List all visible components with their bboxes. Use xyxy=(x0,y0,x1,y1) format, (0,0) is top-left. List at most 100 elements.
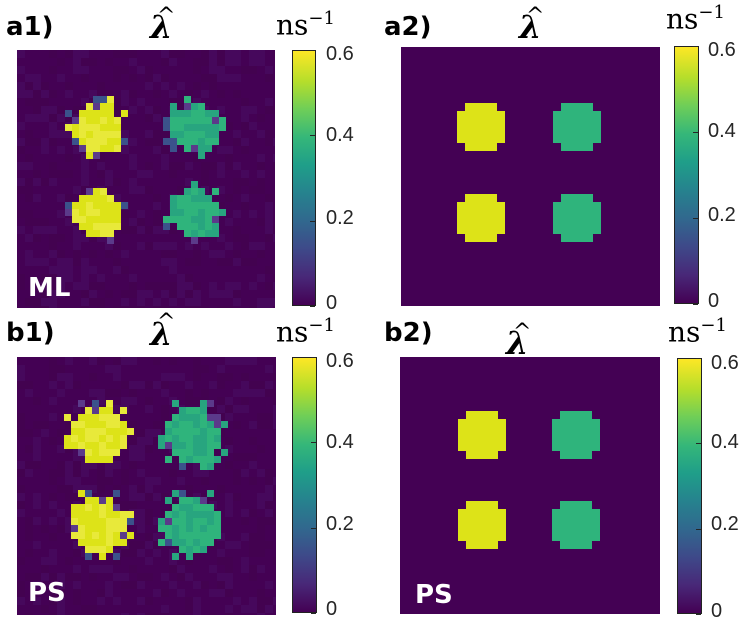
noise-pixel xyxy=(97,90,105,98)
disc-pixel xyxy=(200,414,207,421)
disc-pixel xyxy=(214,456,221,463)
disc-pixel xyxy=(114,202,121,209)
noise-pixel xyxy=(73,541,81,549)
disc-pixel xyxy=(179,546,186,553)
colorbar-tickmark xyxy=(310,220,315,222)
noise-pixel xyxy=(89,573,97,581)
disc-pixel xyxy=(184,131,191,138)
noise-pixel xyxy=(73,477,81,485)
panel-title: λ xyxy=(506,324,529,362)
noise-pixel xyxy=(145,74,153,82)
disc-pixel xyxy=(93,124,100,131)
noise-pixel xyxy=(225,613,233,621)
disc-pixel xyxy=(198,124,205,131)
disc-pixel xyxy=(568,541,576,549)
noise-pixel xyxy=(169,98,177,106)
disc-pixel xyxy=(114,216,121,223)
disc-pixel xyxy=(172,421,179,428)
disc-pixel xyxy=(93,223,100,230)
noise-pixel xyxy=(177,162,185,170)
disc-pixel xyxy=(466,525,474,533)
noise-pixel xyxy=(73,146,81,154)
noise-pixel xyxy=(49,365,57,373)
noise-pixel xyxy=(249,573,257,581)
disc-pixel xyxy=(593,202,601,210)
noise-pixel xyxy=(41,557,49,565)
noise-pixel xyxy=(209,613,217,621)
noise-pixel xyxy=(49,477,57,485)
disc-pixel xyxy=(79,131,86,138)
noise-pixel xyxy=(257,389,265,397)
disc-pixel xyxy=(92,400,99,407)
disc-pixel xyxy=(560,435,568,443)
noise-pixel xyxy=(129,138,137,146)
disc-pixel xyxy=(106,456,113,463)
noise-pixel xyxy=(89,266,97,274)
disc-pixel xyxy=(93,138,100,145)
disc-pixel xyxy=(86,202,93,209)
noise-pixel xyxy=(105,242,113,250)
disc-pixel xyxy=(99,553,106,560)
disc-pixel xyxy=(71,518,78,525)
disc-pixel xyxy=(473,127,481,135)
panel-title: λ xyxy=(150,8,173,46)
disc-pixel xyxy=(552,533,560,541)
noise-pixel xyxy=(257,589,265,597)
noise-pixel xyxy=(193,282,201,290)
noise-pixel xyxy=(233,178,241,186)
noise-pixel xyxy=(225,146,233,154)
noise-pixel xyxy=(257,493,265,501)
noise-pixel xyxy=(209,290,217,298)
noise-pixel xyxy=(49,413,57,421)
disc-pixel xyxy=(207,449,214,456)
noise-pixel xyxy=(97,154,105,162)
noise-pixel xyxy=(105,589,113,597)
disc-pixel xyxy=(482,517,490,525)
disc-pixel xyxy=(576,451,584,459)
noise-pixel xyxy=(257,613,265,621)
disc-pixel xyxy=(585,210,593,218)
noise-pixel xyxy=(241,509,249,517)
colorbar-tick: 0 xyxy=(326,292,338,314)
disc-pixel xyxy=(481,226,489,234)
noise-pixel xyxy=(113,266,121,274)
disc-pixel xyxy=(207,421,214,428)
noise-pixel xyxy=(153,194,161,202)
noise-pixel xyxy=(65,130,73,138)
noise-pixel xyxy=(225,154,233,162)
noise-pixel xyxy=(81,266,89,274)
noise-pixel xyxy=(57,194,65,202)
colorbar-tick: 0.2 xyxy=(326,513,354,535)
disc-pixel xyxy=(184,195,191,202)
disc-pixel xyxy=(592,443,600,451)
disc-pixel xyxy=(179,442,186,449)
disc-pixel xyxy=(106,532,113,539)
panel-label: a1) xyxy=(6,12,54,42)
disc-pixel xyxy=(214,414,221,421)
disc-pixel xyxy=(92,546,99,553)
noise-pixel xyxy=(33,445,41,453)
noise-pixel xyxy=(153,282,161,290)
disc-pixel xyxy=(191,188,198,195)
noise-pixel xyxy=(265,509,273,517)
noise-pixel xyxy=(225,445,233,453)
noise-pixel xyxy=(105,90,113,98)
disc-pixel xyxy=(113,511,120,518)
disc-pixel xyxy=(592,435,600,443)
noise-pixel xyxy=(225,122,233,130)
disc-pixel xyxy=(553,218,561,226)
disc-pixel xyxy=(165,539,172,546)
disc-pixel xyxy=(186,525,193,532)
noise-pixel xyxy=(217,549,225,557)
noise-pixel xyxy=(121,266,129,274)
noise-pixel xyxy=(201,162,209,170)
noise-pixel xyxy=(225,541,233,549)
disc-pixel xyxy=(489,194,497,202)
noise-pixel xyxy=(193,154,201,162)
noise-pixel xyxy=(241,565,249,573)
noise-pixel xyxy=(161,130,169,138)
noise-pixel xyxy=(185,242,193,250)
noise-pixel xyxy=(185,90,193,98)
disc-pixel xyxy=(106,539,113,546)
noise-pixel xyxy=(25,461,33,469)
